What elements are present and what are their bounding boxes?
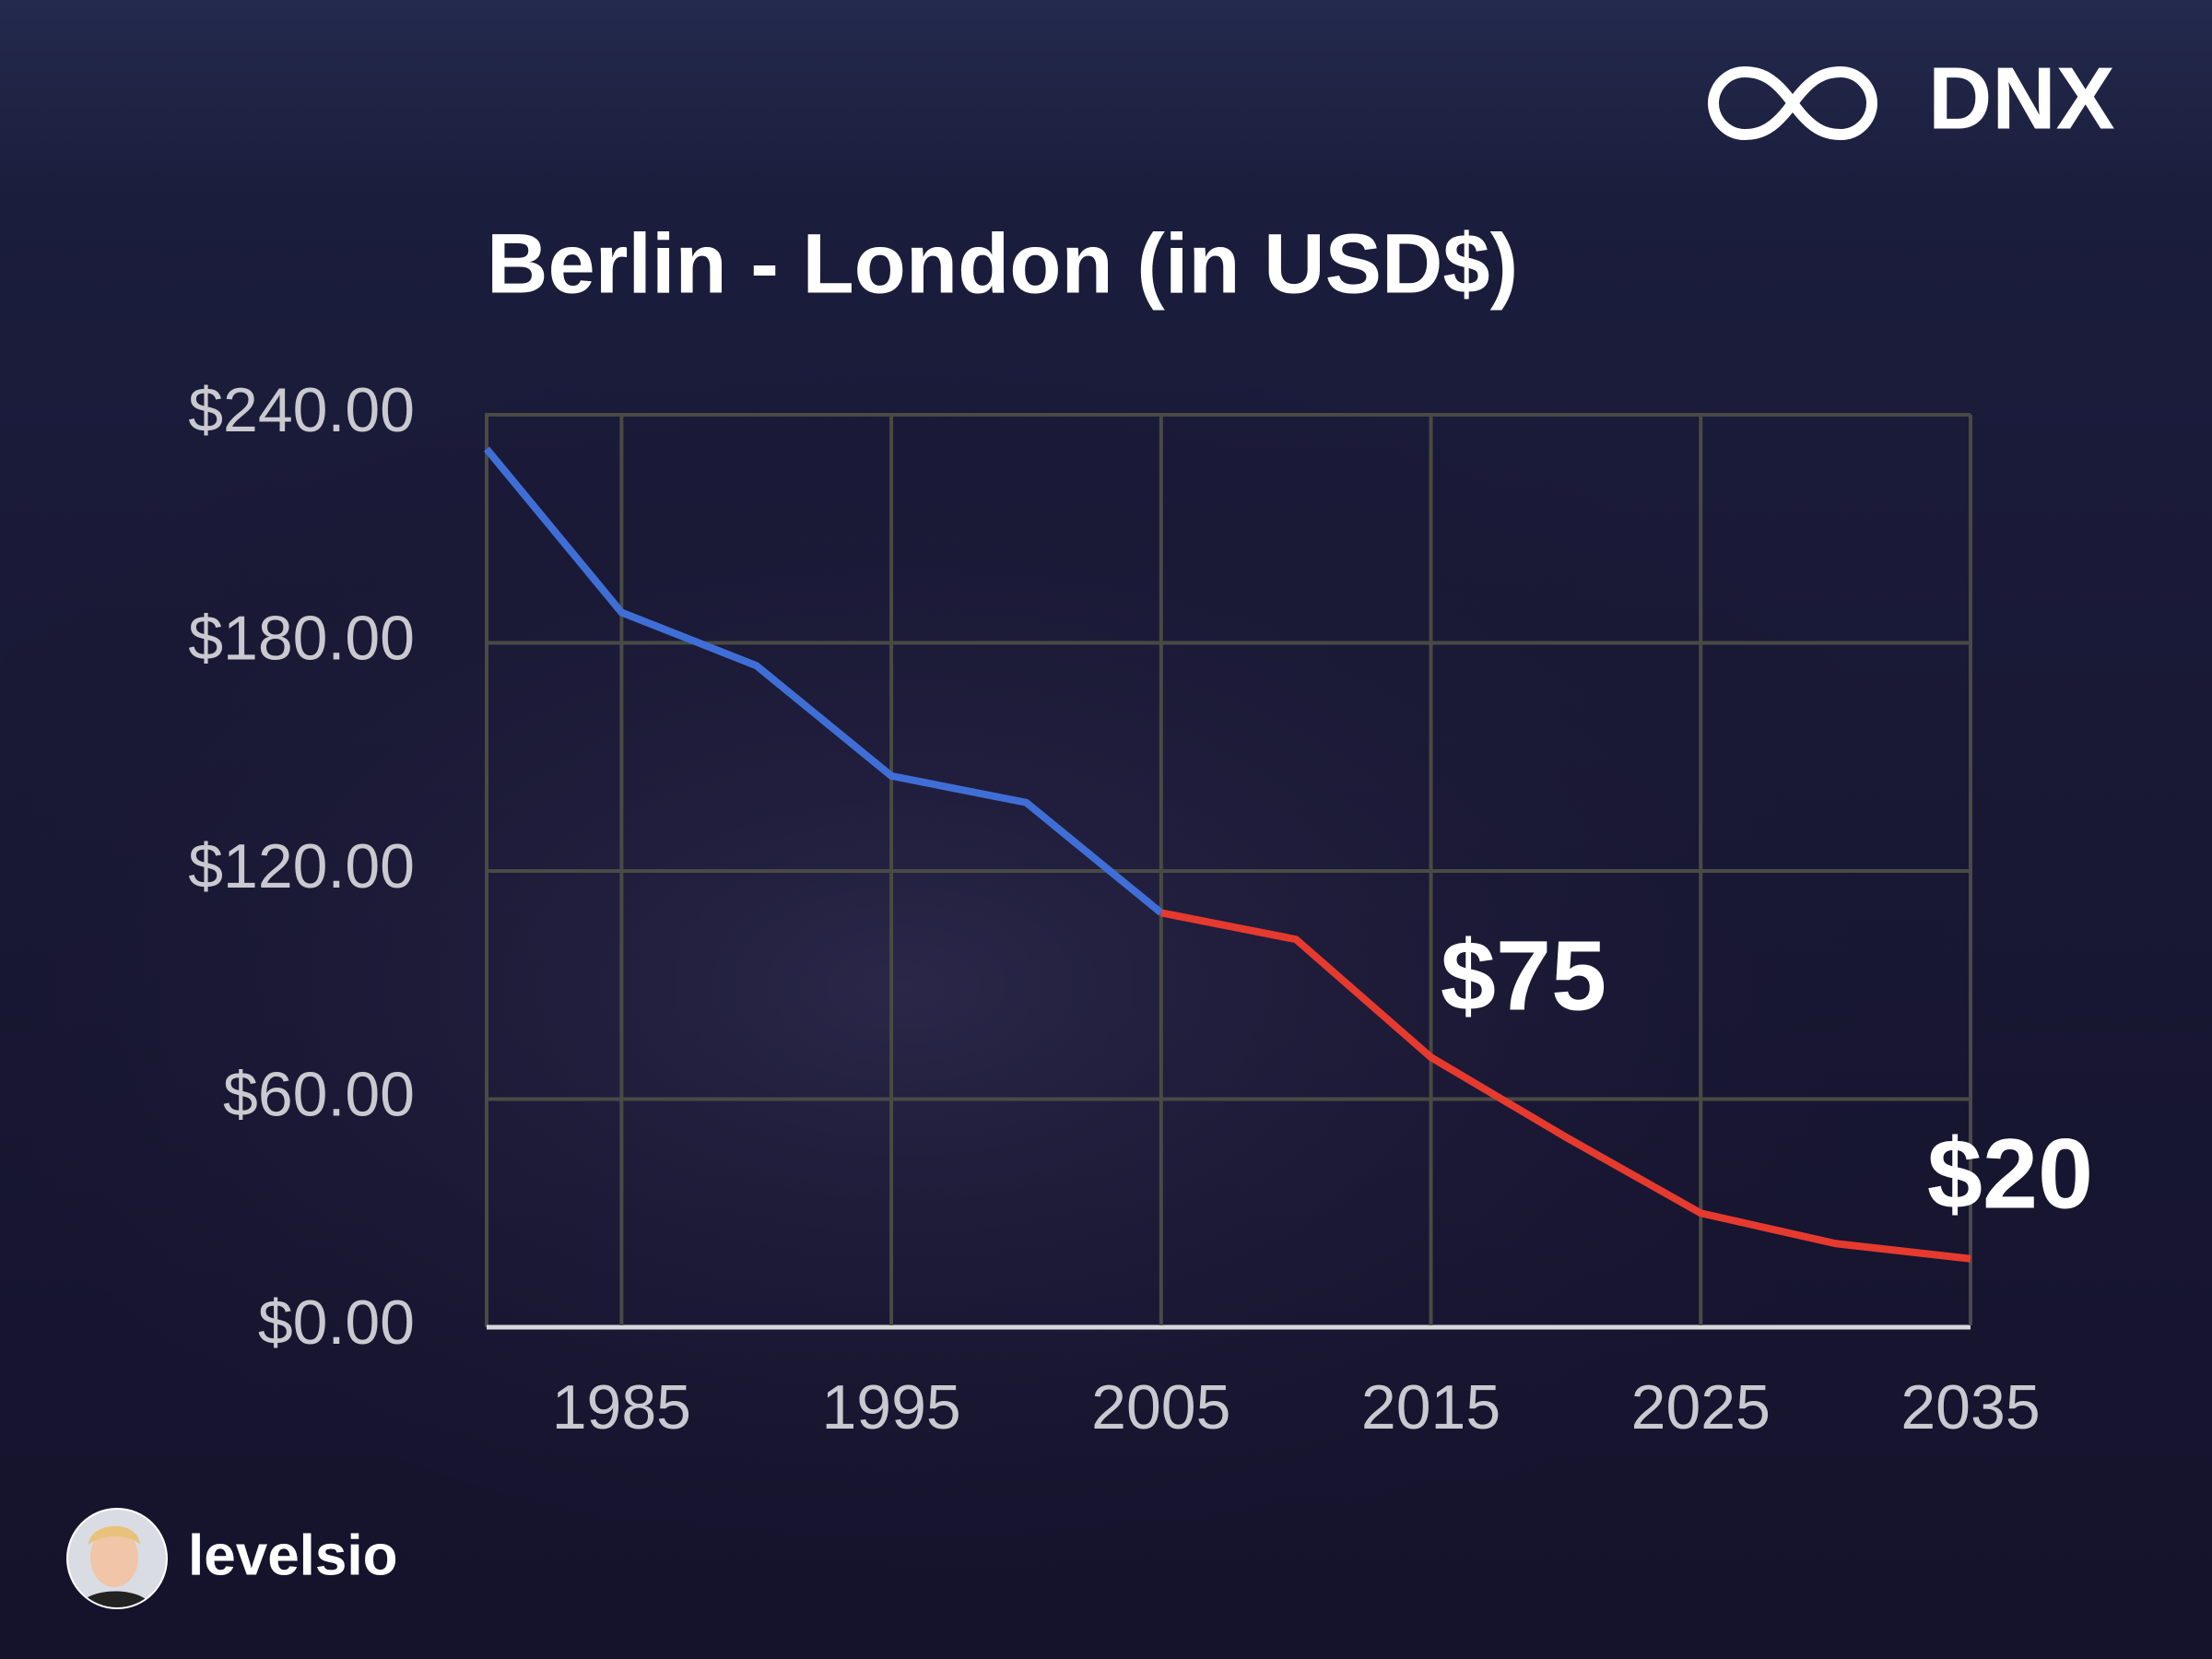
- background-glow: [0, 276, 2120, 1567]
- series-line: [1160, 909, 1971, 1263]
- x-tick-label: 2005: [1091, 1372, 1230, 1442]
- x-tick-label: 1985: [552, 1372, 691, 1442]
- series-line: [483, 446, 1164, 916]
- avatar: [68, 1510, 166, 1607]
- avatar-hair: [88, 1525, 140, 1545]
- brand-name: DNX: [1928, 49, 2115, 147]
- x-tick-label: 2015: [1361, 1372, 1500, 1442]
- logo-infinity: [1707, 65, 1878, 141]
- y-tick-label: $60.00: [223, 1059, 415, 1129]
- chart-title: Berlin - London (in USD$): [487, 217, 1518, 311]
- avatar-face: [90, 1528, 138, 1587]
- x-tick-label: 2025: [1631, 1372, 1771, 1442]
- x-tick-label: 2035: [1900, 1372, 2040, 1442]
- y-tick-label: $0.00: [258, 1288, 415, 1358]
- y-tick-label: $240.00: [188, 375, 415, 445]
- annotation: $20: [1927, 1118, 2093, 1230]
- author-badge: levelsio: [66, 1508, 397, 1609]
- y-tick-label: $120.00: [188, 831, 415, 901]
- x-tick-label: 1995: [821, 1372, 960, 1442]
- annotation: $75: [1441, 920, 1606, 1031]
- y-tick-label: $180.00: [188, 603, 415, 673]
- logo: DNX: [1707, 49, 2115, 147]
- author-name: levelsio: [188, 1524, 397, 1587]
